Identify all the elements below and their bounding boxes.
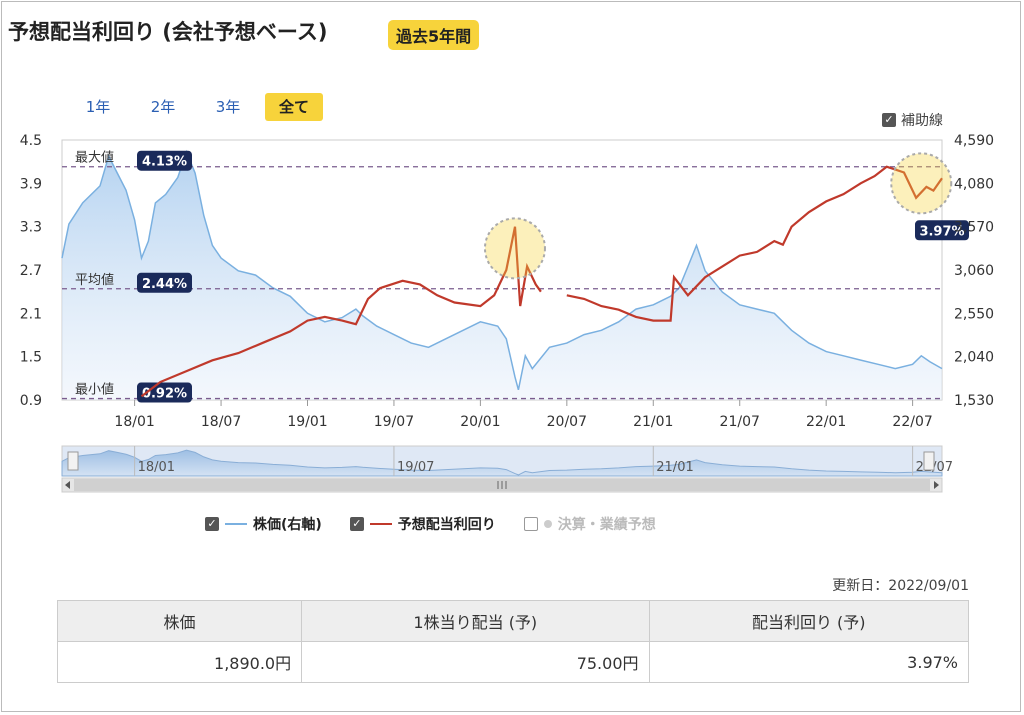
- reference-line-label: 最大値: [75, 150, 114, 166]
- x-tick-label: 21/07: [720, 414, 760, 430]
- page-title: 予想配当利回り (会社予想ベース): [8, 20, 328, 44]
- x-tick-label: 22/07: [892, 414, 932, 430]
- y-right-tick-label: 3,060: [954, 263, 994, 279]
- reference-tag-bg: [137, 382, 192, 403]
- legend-price-label: 株価(右軸): [253, 517, 322, 533]
- navigator-handle-right: [923, 451, 935, 471]
- legend: ✓ 株価(右軸) ✓ 予想配当利回り 決算・業績予想: [205, 514, 656, 534]
- price-area-fill: [62, 151, 942, 400]
- reference-tag-value: 0.92%: [142, 387, 187, 402]
- reference-tag-bg: [137, 150, 192, 171]
- x-tick-label: 19/07: [374, 414, 414, 430]
- x-tick-label: 20/07: [547, 414, 587, 430]
- value-price: 1,890.0円: [56, 641, 303, 683]
- checkbox-checked-icon[interactable]: ✓: [349, 517, 364, 531]
- earnings-dot-icon: [543, 520, 552, 528]
- y-right-tick-label: 3,570: [954, 220, 994, 236]
- price-line: [61, 149, 943, 390]
- last-value-tag: 3.97%: [919, 224, 964, 239]
- tab-1y[interactable]: 1年: [85, 98, 111, 116]
- navigator-handle-left: [67, 451, 79, 471]
- highlight-circle: [890, 152, 953, 215]
- yield-line-swatch: [369, 523, 392, 525]
- header-dividend: 1株当り配当 (予): [301, 600, 650, 642]
- y-right-tick-label: 1,530: [954, 393, 994, 409]
- reference-tag-bg: [137, 272, 192, 293]
- navigator-tick-label: 21/01: [656, 460, 693, 475]
- price-series: [61, 149, 943, 400]
- highlight-markers: 3.97%: [483, 152, 969, 280]
- yield-series: [140, 165, 943, 398]
- reference-tag-value: 2.44%: [142, 277, 187, 292]
- highlight-circle: [483, 217, 546, 280]
- navigator-series: [61, 449, 943, 477]
- navigator-tick-label: 19/07: [397, 460, 434, 475]
- aux-lines-toggle[interactable]: ✓ 補助線: [882, 110, 943, 130]
- x-tick-label: 18/01: [114, 414, 154, 430]
- checkbox-checked-icon[interactable]: ✓: [882, 113, 896, 127]
- period-badge: 過去5年間: [388, 20, 480, 50]
- x-tick-label: 22/01: [806, 414, 846, 430]
- value-dividend: 75.00円: [301, 641, 650, 683]
- navigator-tick-label: 18/01: [138, 460, 175, 475]
- last-value-tag-bg: [915, 220, 969, 241]
- aux-lines-label: 補助線: [901, 113, 943, 129]
- updated-date: 更新日：2022/09/01: [832, 578, 969, 594]
- value-yield: 3.97%: [648, 641, 969, 683]
- x-tick-label: 19/01: [287, 414, 327, 430]
- tab-3y[interactable]: 3年: [215, 98, 241, 116]
- y-left-tick-label: 2.1: [20, 306, 42, 322]
- y-left-tick-label: 2.7: [20, 263, 42, 279]
- yield-chart: 最大値 4.13% 平均値 2.44% 最小値 0.92% 3.97% 4.5 3.9 3.3…: [20, 133, 994, 493]
- y-right-tick-label: 2,550: [954, 306, 994, 322]
- legend-earnings-label: 決算・業績予想: [557, 517, 656, 533]
- header-yield: 配当利回り (予): [648, 600, 969, 642]
- axes: 4.5 3.9 3.3 2.7 2.1 1.5 0.9 4,590 4,080 3,570 3,06…: [20, 133, 994, 430]
- reference-lines: 最大値 4.13% 平均値 2.44% 最小値 0.92%: [62, 150, 942, 403]
- header-price: 株価: [56, 600, 303, 642]
- legend-yield[interactable]: ✓ 予想配当利回り: [349, 514, 496, 534]
- y-right-tick-label: 2,040: [954, 350, 994, 366]
- x-tick-label: 20/01: [460, 414, 500, 430]
- legend-yield-label: 予想配当利回り: [397, 517, 496, 533]
- x-tick-label: 21/01: [633, 414, 673, 430]
- y-right-tick-label: 4,590: [954, 133, 994, 149]
- y-left-tick-label: 1.5: [20, 350, 42, 366]
- scroll-left-icon: [65, 481, 70, 489]
- reference-line-label: 平均値: [75, 272, 114, 288]
- summary-table: 株価 1株当り配当 (予) 配当利回り (予) 1,890.0円 75.00円 …: [56, 600, 969, 683]
- y-left-tick-label: 4.5: [20, 133, 42, 149]
- legend-earnings[interactable]: 決算・業績予想: [523, 514, 656, 534]
- yield-line-segment: [566, 165, 943, 322]
- tab-all[interactable]: 全て: [265, 93, 323, 121]
- price-line-swatch: [225, 523, 247, 525]
- y-left-tick-label: 3.3: [20, 220, 42, 236]
- yield-line-segment: [140, 226, 542, 398]
- checkbox-unchecked-icon[interactable]: [523, 517, 538, 531]
- y-right-tick-label: 4,080: [954, 176, 994, 192]
- y-left-tick-label: 3.9: [20, 176, 42, 192]
- checkbox-checked-icon[interactable]: ✓: [205, 517, 219, 531]
- legend-price[interactable]: ✓ 株価(右軸): [205, 514, 322, 534]
- x-tick-label: 18/07: [201, 414, 241, 430]
- y-left-tick-label: 0.9: [20, 393, 42, 409]
- tab-2y[interactable]: 2年: [150, 98, 176, 116]
- reference-line-label: 最小値: [75, 382, 114, 398]
- reference-tag-value: 4.13%: [142, 155, 187, 170]
- scroll-right-icon: [934, 481, 939, 489]
